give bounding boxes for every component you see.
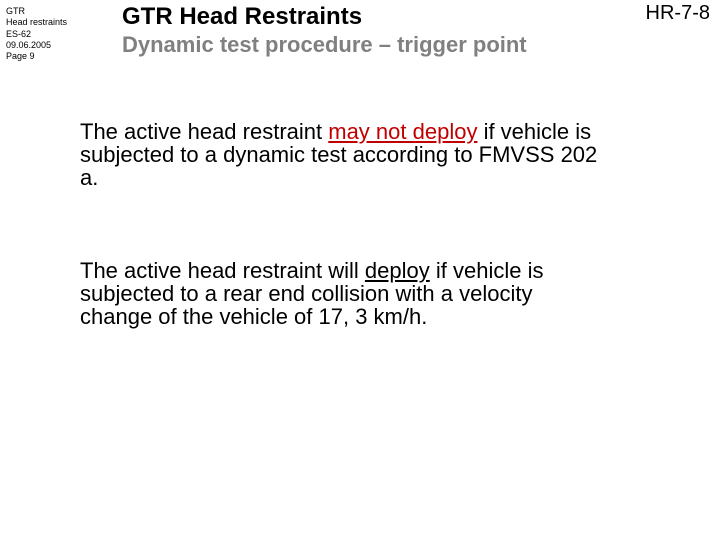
para1-text-1: The active head restraint — [80, 119, 328, 144]
title-block: GTR Head Restraints Dynamic test procedu… — [122, 4, 600, 58]
para2-emphasis: deploy — [365, 258, 430, 283]
meta-line-3: ES-62 — [6, 29, 67, 40]
body-text: The active head restraint may not deploy… — [80, 120, 600, 329]
paragraph-2: The active head restraint will deploy if… — [80, 259, 600, 328]
slide-title: GTR Head Restraints — [122, 4, 600, 30]
meta-line-1: GTR — [6, 6, 67, 17]
document-id: HR-7-8 — [646, 2, 710, 25]
paragraph-1: The active head restraint may not deploy… — [80, 120, 600, 189]
para2-text-1: The active head restraint will — [80, 258, 365, 283]
meta-block: GTR Head restraints ES-62 09.06.2005 Pag… — [6, 6, 67, 62]
slide-subtitle: Dynamic test procedure – trigger point — [122, 32, 600, 57]
para1-emphasis: may not deploy — [328, 119, 477, 144]
slide: GTR Head restraints ES-62 09.06.2005 Pag… — [0, 0, 720, 540]
meta-line-5: Page 9 — [6, 51, 67, 62]
meta-line-2: Head restraints — [6, 17, 67, 28]
meta-line-4: 09.06.2005 — [6, 40, 67, 51]
